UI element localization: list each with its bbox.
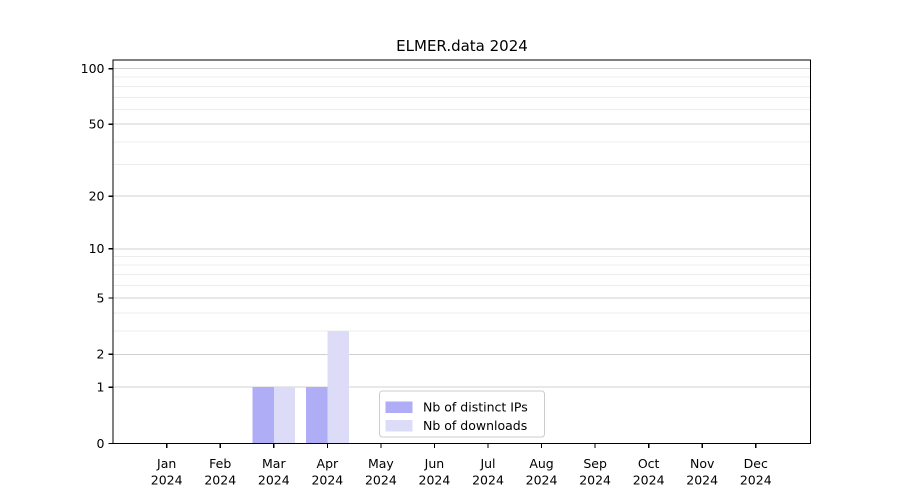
x-tick-label-month-jun: Jun: [424, 456, 445, 471]
tick-labels: 0 1 2 5 10 20 50 100 Jan 2024 Feb 2024 Mar 2024 Apr 202…: [81, 61, 772, 488]
y-tick-label-5: 5: [97, 290, 105, 305]
x-tick-label-month-apr: Apr: [317, 456, 339, 471]
x-tick-label-year-nov: 2024: [686, 473, 718, 488]
legend-label-distinct-ips: Nb of distinct IPs: [423, 400, 528, 415]
x-tick-label-month-jan: Jan: [156, 456, 176, 471]
x-tick-label-year-aug: 2024: [526, 473, 558, 488]
x-tick-label-month-oct: Oct: [638, 456, 660, 471]
legend-label-downloads: Nb of downloads: [423, 418, 527, 433]
legend-swatch-distinct-ips: [385, 401, 413, 413]
y-tick-label-50: 50: [89, 116, 105, 131]
gridlines: [113, 68, 811, 388]
x-tick-label-year-feb: 2024: [204, 473, 236, 488]
plot-border: [112, 59, 812, 445]
bars: [252, 330, 349, 444]
x-tick-label-month-mar: Mar: [262, 456, 286, 471]
y-tick-label-20: 20: [89, 189, 105, 204]
x-tick-label-month-aug: Aug: [529, 456, 553, 471]
x-tick-label-year-jan: 2024: [151, 473, 183, 488]
x-tick-label-month-dec: Dec: [744, 456, 768, 471]
x-tick-label-year-dec: 2024: [740, 473, 772, 488]
y-tick-label-2: 2: [97, 347, 105, 362]
y-tick-label-100: 100: [81, 61, 105, 76]
tick-marks: [108, 68, 757, 448]
x-tick-label-year-mar: 2024: [258, 473, 290, 488]
x-tick-label-year-jun: 2024: [419, 473, 451, 488]
legend-frame: [379, 390, 545, 438]
bar-apr-distinct-ips: [305, 387, 328, 444]
axes: [112, 59, 812, 445]
chart-title: ELMER.data 2024: [396, 37, 528, 55]
x-tick-label-year-oct: 2024: [633, 473, 665, 488]
x-tick-label-month-feb: Feb: [209, 456, 231, 471]
x-tick-label-month-sep: Sep: [583, 456, 607, 471]
legend: Nb of distinct IPs Nb of downloads: [379, 390, 545, 438]
x-tick-label-year-sep: 2024: [579, 473, 611, 488]
x-tick-label-month-nov: Nov: [690, 456, 715, 471]
y-tick-label-1: 1: [97, 380, 105, 395]
x-tick-label-year-apr: 2024: [311, 473, 343, 488]
x-tick-label-year-may: 2024: [365, 473, 397, 488]
x-tick-label-year-jul: 2024: [472, 473, 504, 488]
bar-apr-downloads: [327, 330, 349, 444]
y-tick-label-10: 10: [89, 241, 105, 256]
y-tick-label-0: 0: [97, 436, 105, 451]
x-tick-label-month-may: May: [368, 456, 394, 471]
x-tick-label-month-jul: Jul: [479, 456, 495, 471]
bar-mar-downloads: [273, 387, 296, 444]
bar-mar-distinct-ips: [252, 387, 274, 444]
legend-swatch-downloads: [385, 420, 413, 432]
